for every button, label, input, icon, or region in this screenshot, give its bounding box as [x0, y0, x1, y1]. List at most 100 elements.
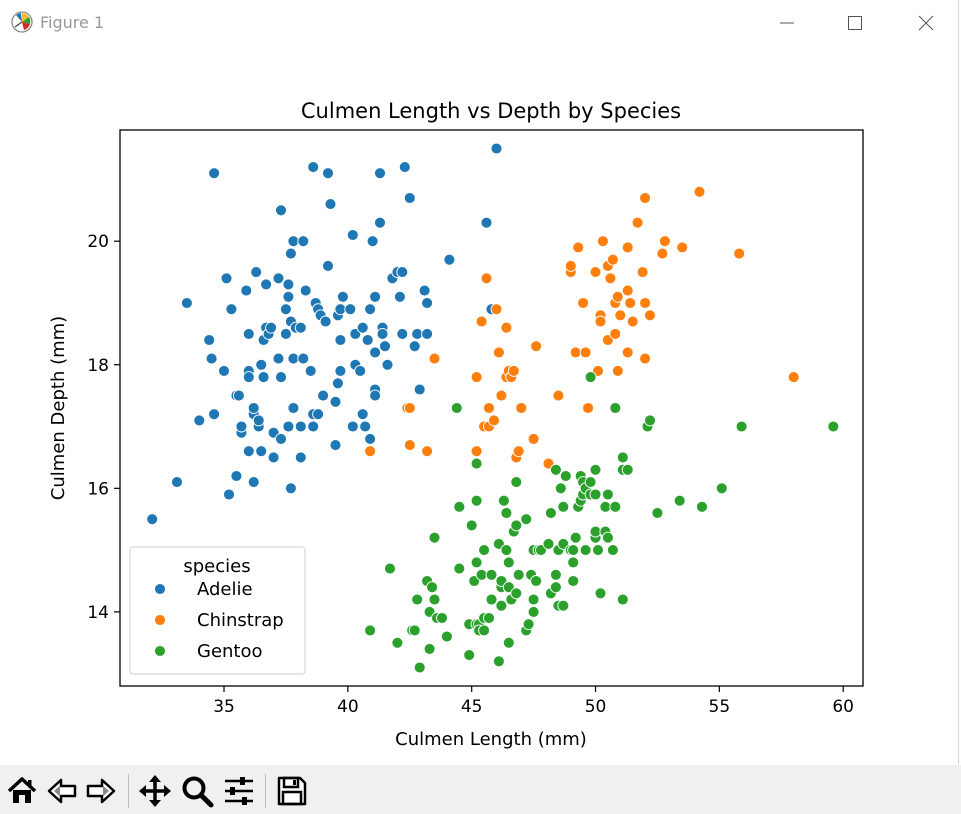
point-adelie-114	[413, 383, 426, 396]
point-adelie-81	[336, 290, 349, 303]
close-button[interactable]	[903, 6, 949, 40]
point-adelie-87	[354, 364, 367, 377]
point-adelie-104	[381, 358, 394, 371]
point-adelie-94	[366, 235, 379, 248]
toolbar-separator	[265, 774, 266, 808]
point-adelie-69	[317, 389, 330, 402]
point-chinstrap-51	[621, 284, 634, 297]
x-tick-label: 55	[709, 697, 731, 717]
x-tick-label: 60	[832, 697, 854, 717]
point-chinstrap-40	[596, 235, 609, 248]
point-adelie-8	[218, 364, 230, 377]
point-adelie-97	[369, 290, 382, 303]
point-gentoo-67	[549, 568, 562, 581]
point-adelie-44	[279, 327, 292, 340]
legend-label-adelie: Adelie	[197, 579, 253, 600]
point-chinstrap-43	[604, 272, 617, 285]
point-gentoo-60	[530, 575, 543, 587]
point-adelie-2	[180, 297, 193, 309]
configure-subplots-button[interactable]	[221, 773, 257, 809]
point-chinstrap-64	[693, 185, 706, 198]
point-chinstrap-62	[658, 235, 671, 248]
point-chinstrap-50	[621, 346, 634, 359]
point-gentoo-66	[549, 581, 562, 594]
point-adelie-22	[247, 476, 260, 489]
point-gentoo-110	[673, 494, 686, 507]
point-adelie-112	[408, 340, 421, 353]
point-gentoo-51	[510, 476, 523, 489]
point-chinstrap-14	[490, 303, 503, 316]
point-adelie-56	[294, 451, 307, 464]
point-chinstrap-25	[527, 432, 540, 445]
home-button[interactable]	[4, 773, 40, 809]
zoom-button[interactable]	[179, 773, 215, 809]
point-gentoo-93	[589, 463, 602, 476]
point-gentoo-91	[589, 525, 602, 538]
points-layer	[146, 142, 840, 674]
point-gentoo-6	[413, 661, 426, 674]
point-gentoo-35	[485, 568, 498, 581]
point-gentoo-41	[497, 494, 510, 507]
point-chinstrap-28	[552, 389, 565, 402]
point-gentoo-8	[423, 642, 436, 655]
point-adelie-113	[411, 327, 424, 340]
legend: species Adelie Chinstrap Gentoo	[129, 546, 306, 675]
point-gentoo-99	[601, 488, 614, 501]
forward-button[interactable]	[83, 773, 119, 809]
point-gentoo-50	[510, 519, 523, 532]
x-tick-label: 45	[461, 697, 483, 717]
scatter-chart: Culmen Length vs Depth by Species 35 40 45…	[48, 99, 864, 750]
point-chinstrap-16	[495, 389, 508, 402]
point-gentoo-12	[428, 531, 441, 544]
point-gentoo-26	[470, 457, 483, 470]
point-chinstrap-24	[515, 402, 528, 414]
point-chinstrap-44	[606, 253, 619, 266]
point-adelie-35	[265, 321, 278, 334]
point-gentoo-75	[559, 470, 572, 482]
point-gentoo-30	[478, 624, 491, 637]
point-gentoo-72	[557, 599, 570, 612]
back-button[interactable]	[44, 773, 80, 809]
point-gentoo-57	[527, 605, 540, 618]
point-gentoo-74	[557, 500, 570, 513]
point-chinstrap-60	[644, 309, 656, 322]
point-gentoo-15	[440, 630, 453, 643]
point-gentoo-68	[549, 463, 562, 476]
point-chinstrap-66	[787, 371, 800, 384]
point-chinstrap-59	[639, 297, 652, 309]
point-gentoo-32	[478, 544, 491, 557]
point-adelie-18	[242, 327, 255, 340]
point-adelie-117	[421, 327, 434, 340]
point-gentoo-44	[502, 636, 515, 649]
minimize-button[interactable]	[764, 6, 810, 40]
point-adelie-84	[346, 229, 359, 241]
sliders-icon	[225, 777, 253, 805]
point-gentoo-103	[616, 593, 629, 606]
point-chinstrap-4	[421, 445, 434, 458]
x-axis-label: Culmen Length (mm)	[395, 729, 587, 750]
point-gentoo-63	[542, 537, 555, 550]
maximize-button[interactable]	[832, 6, 878, 40]
point-chinstrap-48	[611, 290, 624, 303]
legend-marker-gentoo	[154, 645, 166, 657]
point-adelie-42	[275, 371, 287, 384]
point-gentoo-11	[428, 593, 441, 606]
point-adelie-16	[235, 420, 248, 433]
point-adelie-55	[294, 321, 307, 334]
point-gentoo-92	[589, 488, 602, 501]
point-adelie-61	[304, 364, 317, 377]
point-adelie-82	[344, 303, 357, 316]
point-adelie-40	[275, 204, 287, 217]
point-adelie-103	[379, 340, 391, 353]
pan-button[interactable]	[137, 773, 173, 809]
point-adelie-38	[272, 352, 285, 365]
save-button[interactable]	[274, 773, 310, 809]
point-gentoo-54	[520, 513, 533, 526]
point-adelie-11	[225, 303, 238, 316]
navigation-toolbar	[0, 765, 961, 814]
figure-canvas[interactable]: Culmen Length vs Depth by Species 35 40 45…	[0, 45, 961, 765]
point-adelie-91	[361, 334, 374, 346]
point-adelie-39	[272, 272, 285, 285]
point-adelie-50	[284, 247, 297, 260]
point-gentoo-78	[567, 556, 580, 569]
